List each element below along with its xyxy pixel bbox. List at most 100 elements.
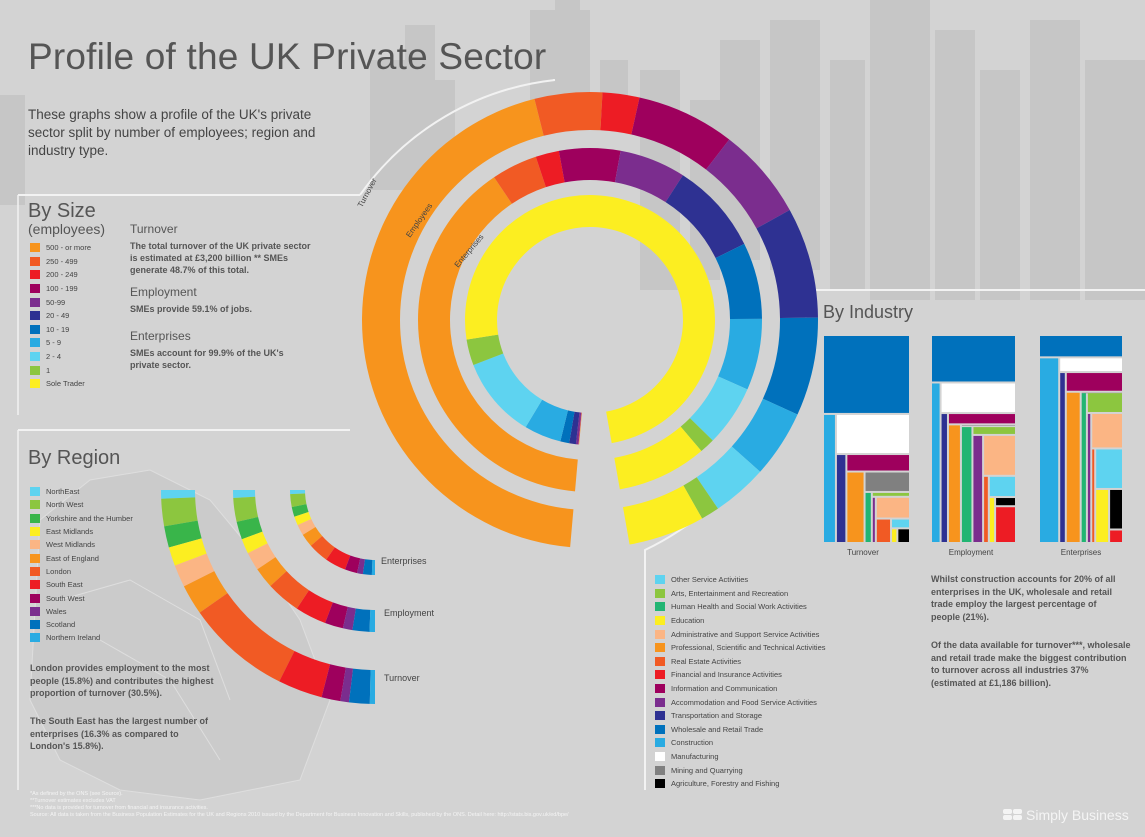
- industry-legend-item-construction: Construction: [655, 736, 826, 750]
- size-turnover-slice-250-499: [534, 92, 603, 136]
- stat-turnover-text: The total turnover of the UK private sec…: [130, 241, 311, 275]
- legend-label: 50-99: [46, 297, 66, 307]
- treemap-turnover-cell-agriculture-forestry-and-fishing: [898, 529, 909, 542]
- page-title: Profile of the UK Private Sector: [28, 36, 547, 77]
- size-employees-slice-5-9: [718, 318, 762, 390]
- footnote-2: **Turnover estimates excludes VAT: [30, 798, 116, 804]
- region-turnover-segment-yorkshire-and-the-humber: [164, 520, 202, 548]
- legend-label: 5 - 9: [46, 338, 62, 348]
- region-legend-item-south-east: South East: [30, 578, 133, 591]
- legend-label: London: [46, 566, 72, 576]
- treemap-employment-cell-professional-scientific-and-technical-activities: [948, 425, 960, 542]
- brand-logo: Simply Business: [1003, 807, 1129, 823]
- legend-swatch: [30, 270, 40, 280]
- legend-label: Education: [671, 616, 705, 626]
- region-label-enterprises: Enterprises: [381, 556, 427, 566]
- region-turnover-segment-east-midlands: [168, 538, 207, 566]
- legend-swatch: [30, 593, 40, 603]
- region-legend-item-northern-ireland: Northern Ireland: [30, 631, 133, 644]
- legend-label: 500 - or more: [46, 243, 92, 253]
- legend-label: Mining and Quarrying: [671, 765, 743, 775]
- treemap-enterprises-cell-information-and-communication: [1066, 373, 1122, 391]
- region-label-turnover: Turnover: [384, 673, 420, 683]
- region-enterprises-segment-northern-ireland: [371, 559, 375, 575]
- legend-swatch: [655, 724, 665, 734]
- treemap-enterprises-cell-construction: [1040, 358, 1059, 542]
- region-turnover-segment-north-west: [161, 497, 198, 527]
- legend-swatch: [30, 379, 40, 389]
- legend-swatch: [655, 738, 665, 748]
- treemap-employment-cell-real-estate-activities: [984, 476, 988, 542]
- by-size-title: By Size: [28, 200, 96, 222]
- region-enterprises-segment-north-west: [290, 493, 307, 508]
- region-legend-item-wales: Wales: [30, 605, 133, 618]
- footnote-source: Source: All data is taken from the Busin…: [30, 812, 569, 818]
- size-enterprises-slice-1: [466, 334, 504, 365]
- footnote-3: ***No data is provided for turnover from…: [30, 805, 208, 811]
- legend-swatch: [30, 633, 40, 643]
- treemap-employment-cell-wholesale-and-retail-trade: [932, 336, 1015, 382]
- industry-legend-item-financial-and-insurance-activities: Financial and Insurance Activities: [655, 668, 826, 682]
- region-enterprises-segment-east-of-england: [302, 526, 323, 546]
- legend-label: East of England: [46, 553, 99, 563]
- legend-swatch: [30, 338, 40, 348]
- treemap-turnover-cell-mining-and-quarrying: [865, 472, 909, 491]
- region-legend-item-west-midlands: West Midlands: [30, 538, 133, 551]
- industry-legend-item-information-and-communication: Information and Communication: [655, 682, 826, 696]
- treemap-enterprises-cell-real-estate-activities: [1092, 449, 1095, 542]
- legend-label: 250 - 499: [46, 256, 78, 266]
- legend-swatch: [655, 616, 665, 626]
- treemap-enterprises-cell-education: [1096, 489, 1109, 542]
- legend-swatch: [655, 765, 665, 775]
- industry-legend-item-administrative-and-support-service-activities: Administrative and Support Service Activ…: [655, 627, 826, 641]
- region-employment-segment-east-of-england: [257, 557, 287, 587]
- treemap-turnover-cell-wholesale-and-retail-trade: [824, 336, 909, 413]
- size-employees-slice-50-99: [614, 150, 683, 203]
- legend-swatch: [655, 697, 665, 707]
- stat-enterprises-heading: Enterprises: [130, 329, 191, 343]
- ring-label-turnover: Turnover: [356, 176, 379, 209]
- legend-label: Northern Ireland: [46, 633, 101, 643]
- legend-swatch: [30, 243, 40, 253]
- industry-note-construction: Whilst construction accounts for 20% of …: [931, 574, 1116, 622]
- region-turnover-segment-scotland: [348, 668, 371, 704]
- stat-employment-text: SMEs provide 59.1% of jobs.: [130, 304, 253, 314]
- legend-swatch: [30, 620, 40, 630]
- region-legend-item-east-midlands: East Midlands: [30, 525, 133, 538]
- legend-label: South West: [46, 593, 85, 603]
- legend-swatch: [30, 527, 40, 537]
- industry-note-wholesale: Of the data available for turnover***, w…: [931, 640, 1131, 688]
- legend-swatch: [30, 553, 40, 563]
- size-legend-item-100-199: 100 - 199: [30, 282, 91, 296]
- size-legend: 500 - or more 250 - 499 200 - 249 100 - 199…: [30, 241, 91, 391]
- size-employees-slice-10-19: [715, 243, 762, 320]
- treemap-label-turnover: Turnover: [847, 548, 879, 557]
- treemap-employment-cell-other-service-activities: [989, 476, 1015, 497]
- legend-label: Financial and Insurance Activities: [671, 670, 782, 680]
- legend-swatch: [655, 643, 665, 653]
- size-employees-slice-20-49: [665, 175, 745, 259]
- treemap-turnover-cell-construction: [824, 414, 835, 542]
- legend-swatch: [655, 629, 665, 639]
- region-employment-segment-scotland: [352, 608, 371, 632]
- treemap-enterprises-cell-financial-and-insurance-activities: [1110, 530, 1122, 542]
- legend-swatch: [30, 606, 40, 616]
- legend-label: North West: [46, 500, 84, 510]
- region-employment-segment-yorkshire-and-the-humber: [236, 516, 263, 540]
- legend-swatch: [30, 352, 40, 362]
- treemap-turnover-cell-education: [892, 529, 897, 542]
- stat-turnover-heading: Turnover: [130, 222, 178, 236]
- legend-swatch: [655, 752, 665, 762]
- size-enterprises-slice-5-9: [525, 399, 568, 442]
- legend-label: East Midlands: [46, 527, 94, 537]
- size-legend-item-50-99: 50-99: [30, 295, 91, 309]
- treemap-enterprises-cell-human-health-and-social-work-activities: [1081, 393, 1086, 542]
- by-size-subtitle: (employees): [28, 221, 106, 237]
- size-employees-slice-100-199: [558, 147, 621, 183]
- legend-label: Other Service Activities: [671, 575, 749, 585]
- region-enterprises-segment-northeast: [290, 490, 306, 495]
- treemap-employment-cell-agriculture-forestry-and-fishing: [996, 498, 1015, 506]
- region-employment-segment-wales: [342, 606, 356, 631]
- treemap-enterprises-cell-agriculture-forestry-and-fishing: [1110, 489, 1122, 529]
- footnote-1: *As defined by the ONS (see Source).: [30, 791, 123, 797]
